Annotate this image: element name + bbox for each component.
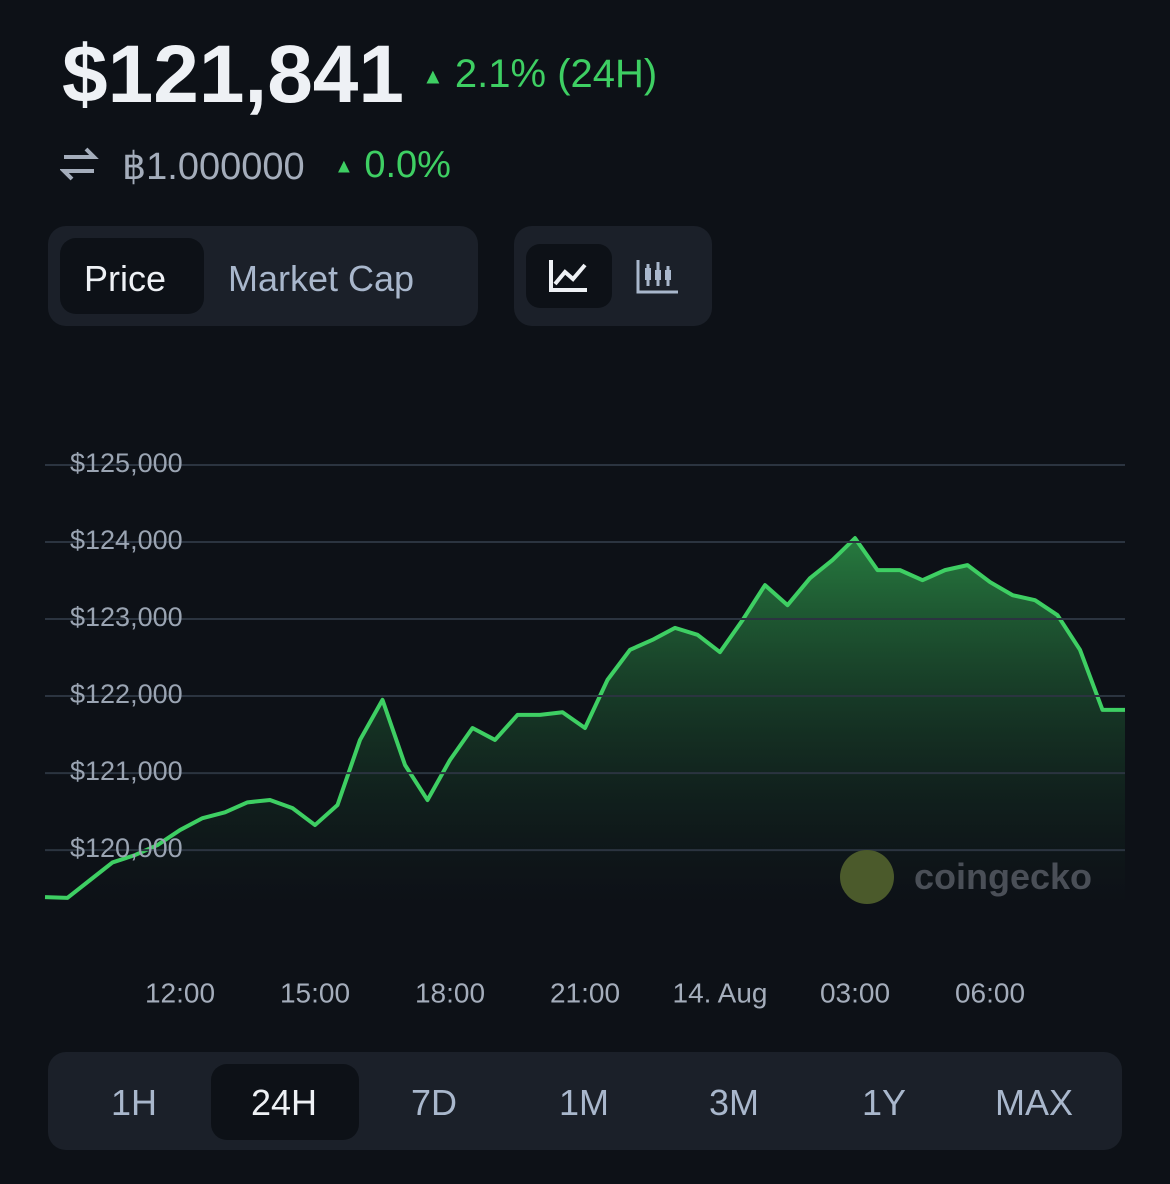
candle-icon[interactable] (634, 256, 682, 298)
range-button[interactable]: MAX (994, 1082, 1073, 1123)
tab-selected-bg (60, 238, 204, 314)
price: $121,841 (62, 29, 405, 120)
view-toggle (514, 226, 712, 326)
line-view[interactable] (526, 244, 612, 308)
x-tick-label: 21:00 (550, 977, 620, 1008)
btc-price: ฿1.000000 (122, 146, 305, 188)
y-tick-label: $120,000 (70, 833, 183, 863)
y-tick-label: $123,000 (70, 602, 183, 632)
y-tick-label: $125,000 (70, 448, 183, 478)
watermark-logo (840, 850, 894, 904)
range-button[interactable]: 1Y (861, 1082, 907, 1123)
y-tick-label: $122,000 (70, 679, 183, 709)
y-tick-label: $121,000 (70, 756, 183, 786)
tab-group: Price Market Cap (48, 226, 478, 326)
tab[interactable]: Price (84, 258, 167, 299)
watermark: coingecko (914, 856, 1093, 897)
x-tick-label: 03:00 (820, 977, 890, 1008)
range-button[interactable]: 3M (708, 1082, 759, 1123)
area (45, 538, 1125, 904)
btc-change-text: 0.0% (364, 144, 451, 186)
btc-change: ▲ 0.0% (334, 144, 451, 186)
range-button[interactable]: 1H (110, 1082, 158, 1123)
price-change: ▲ 2.1% (24H) (422, 52, 658, 96)
x-tick-label: 06:00 (955, 977, 1025, 1008)
range-button[interactable]: 24H (250, 1082, 318, 1123)
tab[interactable]: Market Cap (228, 258, 415, 299)
x-tick-label: 15:00 (280, 977, 350, 1008)
price-change-text: 2.1% (24H) (454, 52, 658, 96)
x-tick-label: 18:00 (415, 977, 485, 1008)
range-button[interactable]: 1M (558, 1082, 609, 1123)
x-tick-label: 12:00 (145, 977, 215, 1008)
range-button[interactable]: 7D (410, 1082, 458, 1123)
y-tick-label: $124,000 (70, 525, 183, 555)
line (44, 536, 1125, 900)
swap-icon (60, 147, 99, 181)
range-bar: 1H 24H 7D 1M 3M 1Y MAX (48, 1052, 1122, 1150)
line-icon (549, 260, 587, 292)
range-selected-bg (211, 1064, 359, 1140)
x-tick-label: 14. Aug (673, 977, 768, 1008)
